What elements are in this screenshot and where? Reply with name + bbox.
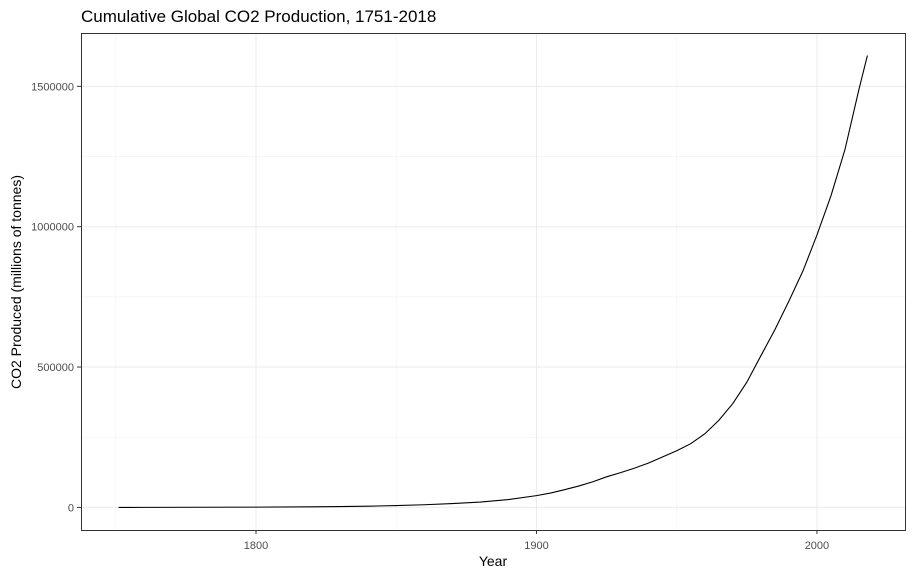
y-axis-label: CO2 Produced (millions of tonnes) [8, 175, 24, 389]
plot-panel [81, 33, 906, 531]
x-tick-label: 1900 [524, 540, 548, 552]
x-axis-label: Year [479, 553, 508, 569]
co2-cumulative-line [118, 55, 868, 508]
x-tick-label: 1800 [244, 540, 268, 552]
x-axis: 1800 1900 2000 [244, 530, 829, 552]
y-tick-label: 1000000 [31, 222, 74, 234]
y-tick-label: 0 [68, 502, 74, 514]
y-axis: 0 500000 1000000 1500000 [31, 81, 81, 514]
x-tick-label: 2000 [805, 540, 829, 552]
chart-title: Cumulative Global CO2 Production, 1751-2… [81, 7, 436, 26]
grid [81, 33, 905, 530]
y-tick-label: 1500000 [31, 81, 74, 93]
y-tick-label: 500000 [37, 362, 74, 374]
